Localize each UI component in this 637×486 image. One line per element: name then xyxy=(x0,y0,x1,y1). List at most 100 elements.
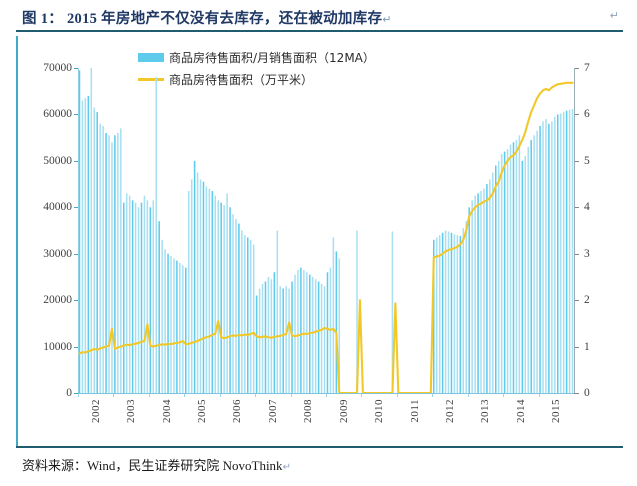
bar xyxy=(111,142,113,393)
bar xyxy=(447,231,450,393)
bar xyxy=(99,123,101,393)
y-axis-left-tick-mark xyxy=(74,346,78,348)
bar xyxy=(149,207,152,393)
bar xyxy=(503,151,506,393)
bar xyxy=(167,253,169,393)
bar xyxy=(184,267,187,393)
y-axis-left-tick-label: 0 xyxy=(66,387,72,399)
bar xyxy=(450,232,453,393)
bar xyxy=(249,239,252,393)
x-axis-tick-mark xyxy=(290,393,292,397)
y-axis-left-tick-label: 70000 xyxy=(43,62,72,74)
x-axis-tick-label: 2003 xyxy=(125,399,138,423)
bar xyxy=(317,281,320,393)
bar xyxy=(193,160,196,393)
bar xyxy=(267,276,270,393)
bar xyxy=(114,135,116,393)
bar xyxy=(477,193,479,393)
bar xyxy=(140,202,143,393)
figure-title-text: 图 1： 2015 年房地产不仅没有去库存，还在被动加库存 xyxy=(22,11,383,27)
bar xyxy=(90,68,93,393)
source-note: 资料来源：Wind，民生证券研究院 NovoThink↵ xyxy=(22,455,291,474)
y-axis-left-tick-mark xyxy=(74,207,78,209)
legend-line-swatch-icon xyxy=(138,77,164,81)
bar xyxy=(506,149,509,393)
bar xyxy=(462,228,465,393)
bar xyxy=(486,184,488,393)
bar xyxy=(238,223,240,393)
y-axis-left-tick-label: 10000 xyxy=(43,340,72,353)
legend-item-line: 商品房待售面积（万平米） xyxy=(138,70,468,88)
x-axis-tick-label: 2007 xyxy=(266,399,279,423)
y-axis-left-tick-mark xyxy=(74,68,78,69)
bar xyxy=(81,100,84,393)
y-axis-left-tick-mark xyxy=(74,253,78,255)
bar xyxy=(279,286,282,393)
bar xyxy=(252,244,255,393)
bar xyxy=(291,281,293,393)
x-axis-tick-label: 2004 xyxy=(160,399,173,423)
legend-bar-swatch-icon xyxy=(138,52,164,62)
bar xyxy=(571,108,574,393)
plot-area xyxy=(78,68,574,393)
y-axis-right-spine xyxy=(574,68,575,393)
y-axis-right-tick-mark xyxy=(574,207,579,209)
y-axis-left-tick-mark xyxy=(74,160,78,162)
bar xyxy=(444,230,447,393)
bar xyxy=(533,135,535,393)
x-axis-tick-mark xyxy=(361,393,363,397)
bar xyxy=(125,193,128,393)
bar xyxy=(492,172,494,393)
bar xyxy=(323,286,326,393)
bar xyxy=(536,130,538,393)
bar xyxy=(229,207,231,393)
bar xyxy=(527,146,530,393)
bar xyxy=(220,202,222,393)
bar xyxy=(105,133,107,393)
x-axis-tick-mark xyxy=(326,393,327,397)
bar xyxy=(524,156,527,393)
bar xyxy=(521,160,524,393)
bar xyxy=(232,214,234,393)
bar xyxy=(208,188,211,393)
bar xyxy=(241,230,243,393)
bar xyxy=(199,179,202,393)
y-axis-right-tick-label: 6 xyxy=(584,108,590,121)
x-axis-tick-label: 2006 xyxy=(231,399,244,423)
x-axis-tick-label: 2014 xyxy=(514,399,527,423)
bar xyxy=(294,274,296,393)
x-axis-tick-label: 2011 xyxy=(408,399,421,423)
bar xyxy=(556,114,559,393)
bar xyxy=(122,202,125,393)
bar xyxy=(196,172,199,393)
figure-header: 图 1： 2015 年房地产不仅没有去库存，还在被动加库存↵ ↵ xyxy=(0,0,637,38)
bar xyxy=(335,251,338,393)
bar xyxy=(338,258,341,393)
bar xyxy=(152,200,155,393)
bar xyxy=(128,195,131,393)
bar xyxy=(300,267,302,393)
x-axis-tick-mark xyxy=(148,393,150,397)
y-axis-left-tick-mark xyxy=(74,393,78,394)
y-axis-left-spine xyxy=(78,68,79,393)
bar xyxy=(356,230,358,393)
bar xyxy=(235,218,237,393)
bar xyxy=(173,258,175,393)
bar xyxy=(483,188,485,393)
bar xyxy=(205,186,208,393)
bar xyxy=(471,200,473,393)
source-pilcrow-icon: ↵ xyxy=(282,462,291,473)
bar xyxy=(480,191,482,393)
y-axis-right-tick-mark xyxy=(574,300,579,302)
bar xyxy=(554,116,556,393)
chart-left-border xyxy=(16,36,18,448)
legend-item-label: 商品房待售面积/月销售面积（12MA） xyxy=(169,50,375,65)
bar xyxy=(179,263,181,393)
y-axis-left-tick-label: 50000 xyxy=(43,154,72,167)
bar xyxy=(226,193,228,393)
x-axis-tick-mark xyxy=(113,393,115,397)
legend-item-bars: 商品房待售面积/月销售面积（12MA） xyxy=(138,48,468,66)
bar xyxy=(131,200,134,393)
bar xyxy=(96,112,98,393)
bar xyxy=(515,139,518,393)
